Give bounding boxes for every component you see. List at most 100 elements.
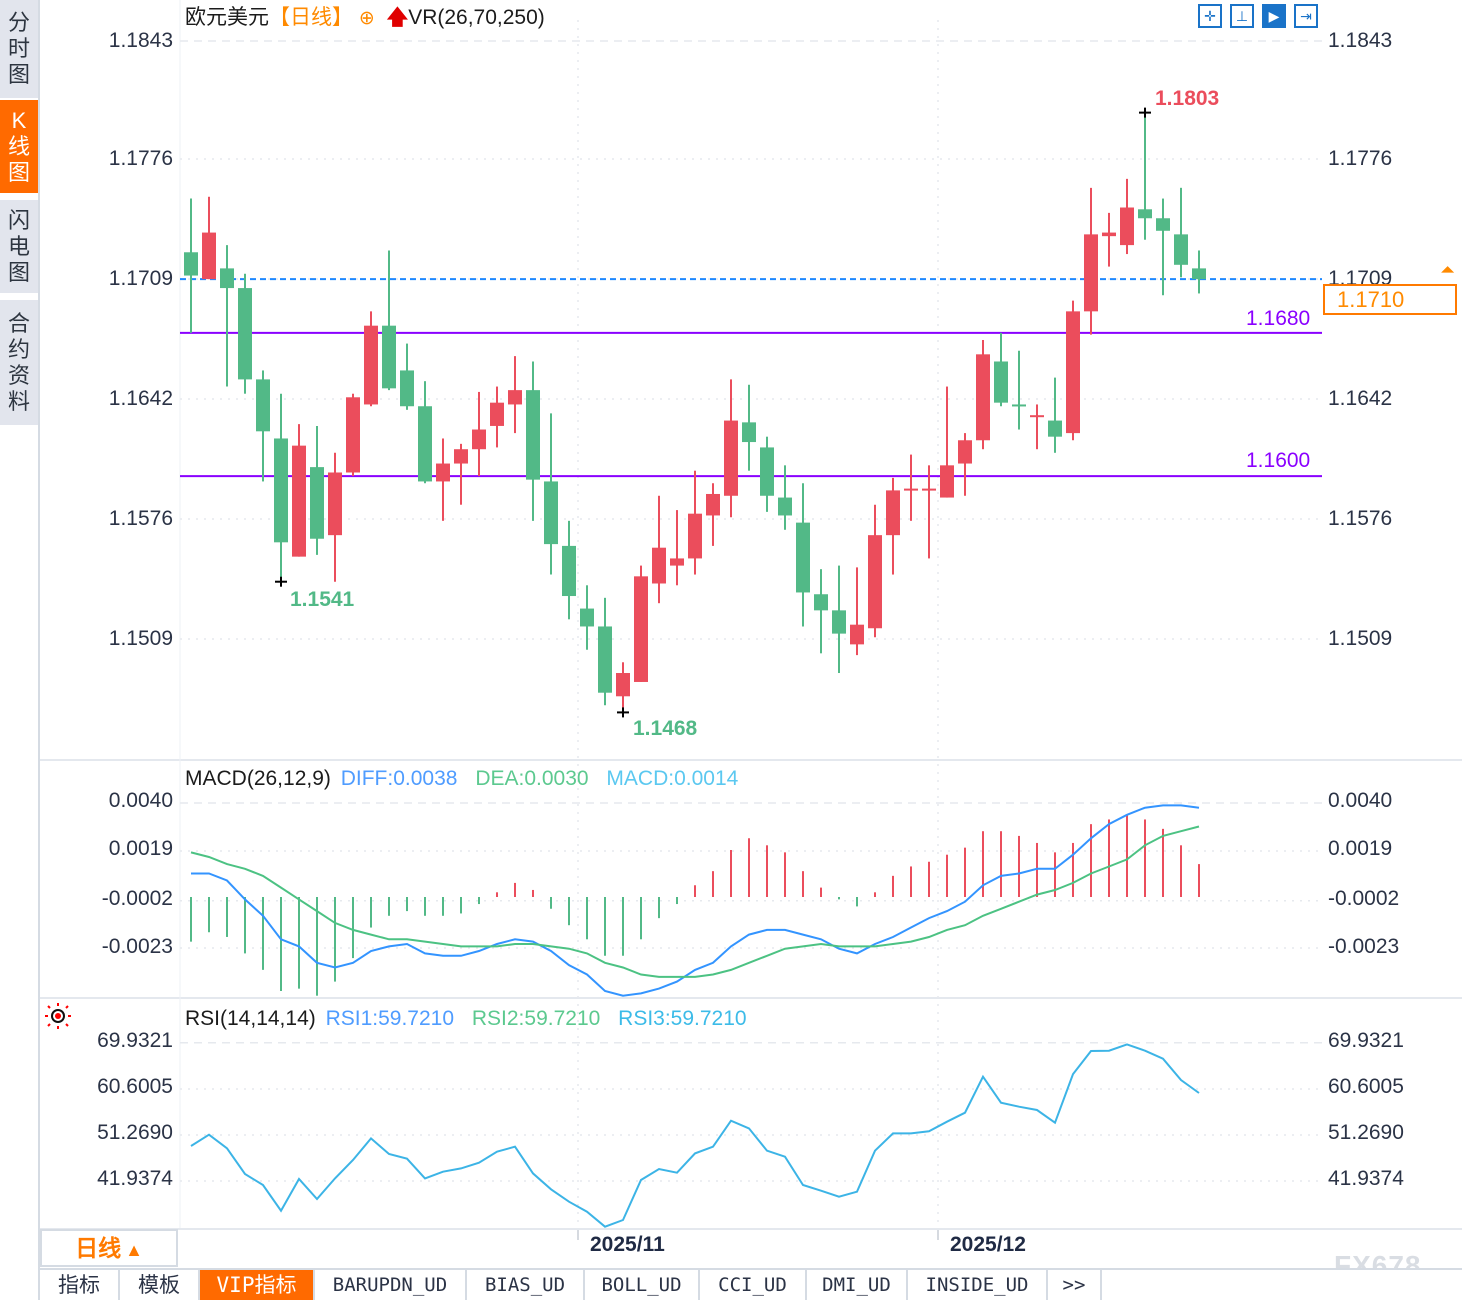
candle-body <box>1048 420 1062 437</box>
tab-indicators[interactable]: 指标 <box>40 1270 120 1300</box>
candle-body <box>580 608 594 627</box>
macd-y-tick: -0.0002 <box>1328 887 1400 910</box>
macd-macd-value: MACD:0.0014 <box>606 767 739 790</box>
candle-body <box>1102 232 1116 237</box>
candle-body <box>220 268 234 289</box>
candle-body <box>562 545 576 597</box>
candle-body <box>868 535 882 629</box>
candle-body <box>832 610 846 634</box>
y-tick-right: 1.1843 <box>1328 29 1393 52</box>
scroll-right-icon[interactable]: ⇥ <box>1294 4 1318 28</box>
y-tick-left: 1.1776 <box>108 147 173 170</box>
rsi-y-tick: 41.9374 <box>1328 1167 1404 1190</box>
y-tick-right: 1.1509 <box>1328 627 1393 650</box>
candle-body <box>1138 209 1152 219</box>
high-marker-label: 1.1803 <box>1155 87 1220 110</box>
candle-body <box>958 440 972 464</box>
candle-body <box>400 370 414 407</box>
candle-body <box>202 232 216 280</box>
candle-body <box>274 438 288 543</box>
hline-label: 1.1600 <box>1246 449 1311 472</box>
tab-templates[interactable]: 模板 <box>120 1270 200 1300</box>
rsi-y-tick: 69.9321 <box>97 1029 173 1052</box>
rsi-header: RSI(14,14,14) RSI1:59.7210 RSI2:59.7210 … <box>185 1007 747 1031</box>
symbol-name: 欧元美元 <box>185 6 269 29</box>
sidebar-tab-contract-info[interactable]: 合约资料 <box>0 300 38 425</box>
macd-y-tick: 0.0019 <box>108 837 173 860</box>
candle-body <box>1156 218 1170 231</box>
candle-body <box>1066 311 1080 434</box>
rsi3-value: RSI3:59.7210 <box>618 1007 747 1030</box>
macd-y-tick: 0.0040 <box>1328 789 1393 812</box>
crosshair-icon[interactable]: ✛ <box>1198 4 1222 28</box>
axis-play-icon[interactable]: ▶ <box>1262 4 1286 28</box>
macd-title: MACD(26,12,9) <box>185 767 331 790</box>
rsi-y-tick: 41.9374 <box>97 1167 173 1190</box>
macd-diff-line <box>191 804 1200 997</box>
low-marker-label: 1.1468 <box>633 717 698 740</box>
y-tick-left: 1.1843 <box>108 29 173 52</box>
candle-body <box>382 325 396 389</box>
macd-dea-value: DEA:0.0030 <box>475 767 589 790</box>
candle-body <box>1174 234 1188 265</box>
y-tick-left: 1.1709 <box>108 267 173 290</box>
x-tick-label: 2025/12 <box>950 1233 1026 1256</box>
candle-body <box>724 420 738 496</box>
indicator-label: VR(26,70,250) <box>408 6 545 29</box>
sun-settings-icon[interactable] <box>44 1002 72 1030</box>
triangle-up-icon: ▲ <box>125 1240 143 1260</box>
rsi-line <box>190 1043 1200 1228</box>
axis-range-icon[interactable]: ⊥ <box>1230 4 1254 28</box>
macd-y-tick: -0.0002 <box>101 887 173 910</box>
tab-bias[interactable]: BIAS_UD <box>467 1270 585 1300</box>
candle-body <box>742 422 756 443</box>
tab-inside[interactable]: INSIDE_UD <box>908 1270 1048 1300</box>
tab-barupdn[interactable]: BARUPDN_UD <box>315 1270 467 1300</box>
macd-y-tick: 0.0040 <box>108 789 173 812</box>
sidebar-tab-flash[interactable]: 闪电图 <box>0 200 38 293</box>
candle-body <box>346 397 360 473</box>
candle-body <box>634 576 648 682</box>
candle-body <box>328 472 342 536</box>
macd-y-tick: -0.0023 <box>101 935 173 958</box>
candle-body <box>886 490 900 536</box>
date-axis <box>40 1228 1462 1270</box>
candle-body <box>418 406 432 482</box>
circle-plus-icon[interactable]: ⊕ <box>358 8 375 29</box>
tab-cci[interactable]: CCI_UD <box>700 1270 807 1300</box>
candle-body <box>310 467 324 539</box>
macd-dea-line <box>190 825 1200 978</box>
sidebar-tab-timeshare[interactable]: 分时图 <box>0 0 38 98</box>
candle-body <box>616 673 630 697</box>
candle-body <box>904 488 918 491</box>
hline-label: 1.1680 <box>1246 307 1311 330</box>
macd-header: MACD(26,12,9) DIFF:0.0038 DEA:0.0030 MAC… <box>185 767 738 791</box>
period-selector-button[interactable]: 日线 ▲ <box>40 1229 178 1267</box>
double-up-arrow-icon[interactable]: ⏶ <box>1441 262 1454 279</box>
red-up-arrow-icon: 🡅 <box>386 6 409 29</box>
candle-body <box>670 558 684 566</box>
tab-dmi[interactable]: DMI_UD <box>807 1270 908 1300</box>
rsi-y-tick: 51.2690 <box>1328 1121 1404 1144</box>
rsi2-value: RSI2:59.7210 <box>471 1007 601 1030</box>
tab-vip-indicators[interactable]: VIP指标 <box>200 1270 315 1300</box>
macd-diff-value: DIFF:0.0038 <box>340 767 458 790</box>
y-tick-right: 1.1576 <box>1328 507 1393 530</box>
tab-more[interactable]: >> <box>1048 1270 1102 1300</box>
y-tick-left: 1.1642 <box>108 387 173 410</box>
candle-body <box>508 390 522 405</box>
candle-body <box>1192 268 1206 280</box>
candle-body <box>706 493 720 516</box>
tab-boll[interactable]: BOLL_UD <box>585 1270 700 1300</box>
y-tick-right: 1.1776 <box>1328 147 1393 170</box>
rsi-y-tick: 51.2690 <box>97 1121 173 1144</box>
candle-body <box>922 488 936 491</box>
y-tick-right: 1.1642 <box>1328 387 1393 410</box>
candle-body <box>436 463 450 482</box>
candle-body <box>1030 415 1044 418</box>
period-label: 【日线】 <box>269 6 353 29</box>
macd-y-tick: -0.0023 <box>1328 935 1400 958</box>
